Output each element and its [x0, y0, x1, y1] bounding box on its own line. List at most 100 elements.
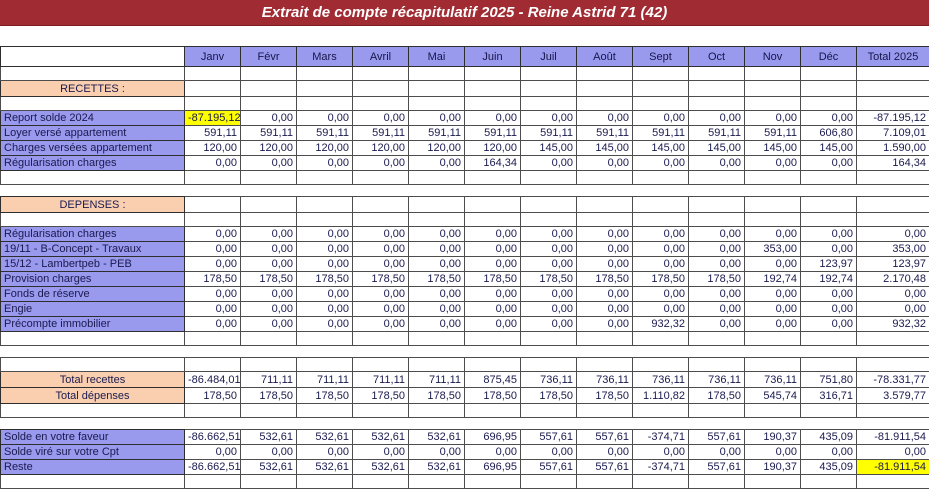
cell[interactable]: 0,00 [465, 111, 521, 126]
cell[interactable]: 532,61 [241, 430, 297, 445]
cell[interactable]: -78.331,77 [857, 372, 929, 388]
empty-cell[interactable] [577, 332, 633, 346]
cell[interactable]: 0,00 [521, 445, 577, 460]
cell[interactable]: 0,00 [297, 445, 353, 460]
empty-cell[interactable] [465, 81, 521, 97]
column-header-f-vr[interactable]: Févr [241, 47, 297, 67]
cell[interactable]: 145,00 [801, 141, 857, 156]
cell[interactable]: 0,00 [297, 156, 353, 171]
empty-cell[interactable] [297, 358, 353, 372]
empty-cell[interactable] [577, 197, 633, 213]
row-label[interactable]: Fonds de réserve [1, 287, 185, 302]
cell[interactable]: 0,00 [297, 287, 353, 302]
empty-cell[interactable] [633, 97, 689, 111]
empty-cell[interactable] [577, 404, 633, 418]
empty-cell[interactable] [353, 197, 409, 213]
cell[interactable]: 0,00 [745, 317, 801, 332]
empty-cell[interactable] [465, 332, 521, 346]
empty-cell[interactable] [801, 67, 857, 81]
empty-cell[interactable] [633, 358, 689, 372]
empty-cell[interactable] [409, 81, 465, 97]
empty-cell[interactable] [521, 97, 577, 111]
cell[interactable]: 711,11 [409, 372, 465, 388]
cell[interactable]: 0,00 [577, 242, 633, 257]
cell[interactable]: 178,50 [241, 388, 297, 404]
row-label[interactable]: Engie [1, 302, 185, 317]
cell[interactable]: 557,61 [577, 460, 633, 475]
cell[interactable]: 0,00 [577, 445, 633, 460]
cell[interactable]: 0,00 [409, 302, 465, 317]
cell[interactable]: 0,00 [185, 287, 241, 302]
cell[interactable]: -374,71 [633, 430, 689, 445]
empty-cell[interactable] [353, 81, 409, 97]
empty-cell[interactable] [409, 358, 465, 372]
cell[interactable]: 0,00 [633, 242, 689, 257]
row-label[interactable]: Charges versées appartement [1, 141, 185, 156]
empty-cell[interactable] [297, 475, 353, 489]
cell[interactable]: 178,50 [409, 388, 465, 404]
cell[interactable]: 0,00 [689, 317, 745, 332]
cell[interactable]: 0,00 [409, 445, 465, 460]
empty-cell[interactable] [577, 97, 633, 111]
cell[interactable]: 0,00 [633, 302, 689, 317]
cell[interactable]: 0,00 [353, 287, 409, 302]
empty-cell[interactable] [521, 171, 577, 185]
cell[interactable]: 316,71 [801, 388, 857, 404]
cell[interactable]: 0,00 [465, 445, 521, 460]
cell[interactable]: 0,00 [633, 111, 689, 126]
empty-cell[interactable] [297, 171, 353, 185]
cell[interactable]: 120,00 [353, 141, 409, 156]
empty-cell[interactable] [689, 475, 745, 489]
empty-cell[interactable] [465, 67, 521, 81]
cell[interactable]: 0,00 [521, 287, 577, 302]
cell[interactable]: 0,00 [465, 242, 521, 257]
cell[interactable]: 0,00 [577, 302, 633, 317]
empty-cell[interactable] [1, 475, 185, 489]
cell[interactable]: 0,00 [689, 111, 745, 126]
empty-cell[interactable] [577, 358, 633, 372]
row-label[interactable]: Loyer versé appartement [1, 126, 185, 141]
cell[interactable]: 751,80 [801, 372, 857, 388]
empty-cell[interactable] [801, 404, 857, 418]
empty-cell[interactable] [241, 171, 297, 185]
cell[interactable]: 736,11 [521, 372, 577, 388]
empty-cell[interactable] [241, 97, 297, 111]
row-label[interactable]: Régularisation charges [1, 227, 185, 242]
cell[interactable]: 0,00 [801, 287, 857, 302]
cell[interactable]: 120,00 [409, 141, 465, 156]
cell[interactable]: 0,00 [353, 242, 409, 257]
empty-cell[interactable] [689, 358, 745, 372]
empty-cell[interactable] [857, 67, 929, 81]
cell[interactable]: 532,61 [353, 430, 409, 445]
cell[interactable]: 0,00 [409, 287, 465, 302]
cell[interactable]: 120,00 [241, 141, 297, 156]
cell[interactable]: 711,11 [297, 372, 353, 388]
cell[interactable]: 557,61 [521, 460, 577, 475]
cell[interactable]: 0,00 [521, 257, 577, 272]
empty-cell[interactable] [633, 67, 689, 81]
empty-cell[interactable] [241, 475, 297, 489]
empty-cell[interactable] [1, 358, 185, 372]
row-label[interactable]: Provision charges [1, 272, 185, 287]
cell[interactable]: 0,00 [577, 287, 633, 302]
cell[interactable]: 178,50 [297, 388, 353, 404]
cell[interactable]: 0,00 [801, 111, 857, 126]
cell[interactable]: 0,00 [857, 287, 929, 302]
column-header-juin[interactable]: Juin [465, 47, 521, 67]
cell[interactable]: 178,50 [689, 272, 745, 287]
empty-cell[interactable] [633, 171, 689, 185]
empty-cell[interactable] [801, 97, 857, 111]
cell[interactable]: 557,61 [689, 460, 745, 475]
cell[interactable]: 190,37 [745, 430, 801, 445]
cell[interactable]: 532,61 [353, 460, 409, 475]
empty-cell[interactable] [185, 97, 241, 111]
empty-cell[interactable] [409, 171, 465, 185]
cell[interactable]: 736,11 [577, 372, 633, 388]
empty-cell[interactable] [241, 332, 297, 346]
empty-cell[interactable] [465, 475, 521, 489]
cell[interactable]: 0,00 [689, 156, 745, 171]
cell[interactable]: 120,00 [297, 141, 353, 156]
empty-cell[interactable] [857, 97, 929, 111]
cell[interactable]: 0,00 [745, 227, 801, 242]
cell[interactable]: 0,00 [577, 257, 633, 272]
